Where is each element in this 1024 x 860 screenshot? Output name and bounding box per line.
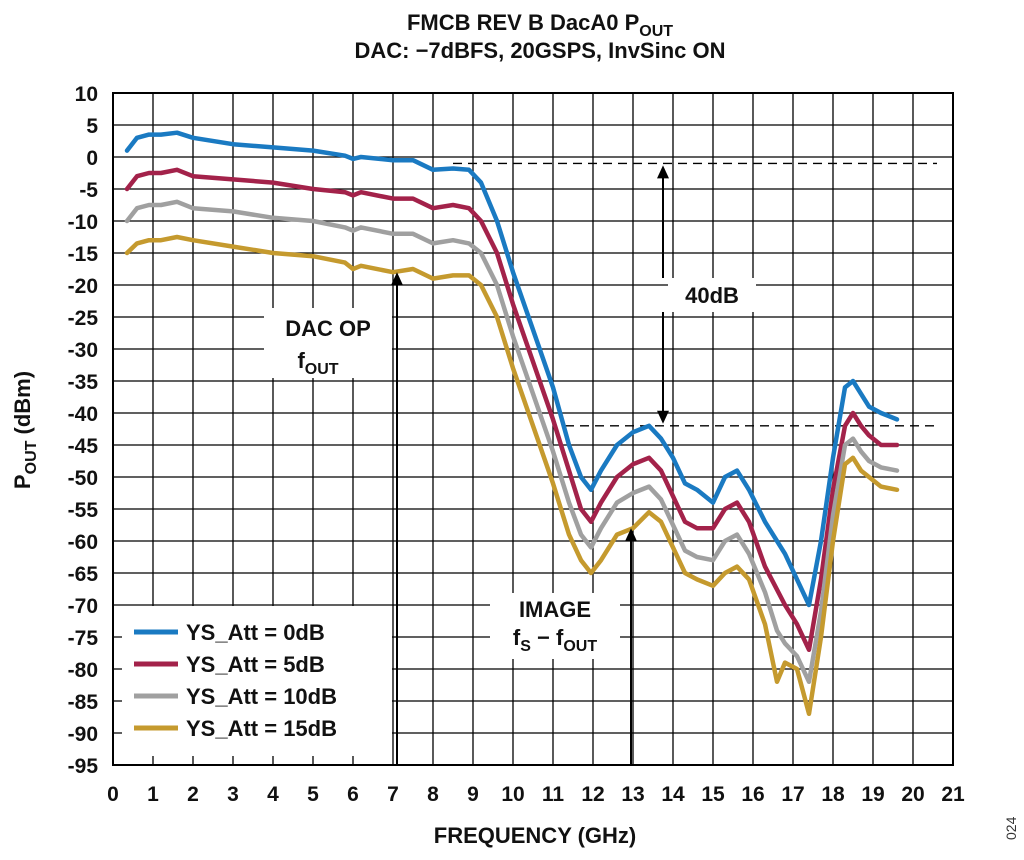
y-tick-label: -45	[68, 435, 99, 458]
x-tick-label: 14	[661, 783, 685, 806]
image-label-box	[490, 593, 620, 659]
y-tick-label: -65	[68, 563, 99, 586]
dac-op-fout-subscript: OUT	[305, 361, 339, 378]
series-line-0	[124, 130, 900, 608]
x-axis-label: FREQUENCY (GHz)	[434, 823, 637, 848]
image-arrow-head	[625, 528, 637, 542]
y-tick-label: 10	[75, 83, 98, 106]
annotation-arrows	[391, 165, 669, 765]
x-tick-label: 19	[861, 783, 884, 806]
x-tick-label: 10	[501, 783, 524, 806]
y-tick-label: -25	[68, 307, 99, 330]
legend-label-3: YS_Att = 15dB	[186, 716, 337, 741]
delta-arrow-head-bottom	[657, 410, 669, 424]
x-tick-label: 4	[267, 783, 279, 806]
y-tick-label: -70	[68, 595, 98, 618]
dac-op-label-box	[264, 308, 392, 378]
image-fs-subscript: S	[520, 638, 531, 655]
x-tick-label: 5	[307, 783, 319, 806]
x-tick-label: 20	[901, 783, 924, 806]
y-tick-label: -20	[68, 275, 98, 298]
y-axis-label-unit: (dBm)	[10, 371, 35, 441]
figure-number: 024	[1003, 816, 1019, 840]
x-tick-label: 1	[147, 783, 159, 806]
y-tick-label: -75	[68, 627, 99, 650]
y-tick-label: -35	[68, 371, 99, 394]
y-tick-label: -30	[68, 339, 98, 362]
chart-title: FMCB REV B DacA0 POUT	[407, 10, 673, 40]
x-tick-label: 18	[821, 783, 845, 806]
y-tick-labels: 10 5 0 -5 -10 -15 -20 -25 -30 -35 -40 -45 -50 -55 -60 -…	[68, 83, 99, 778]
x-tick-label: 15	[701, 783, 725, 806]
x-tick-label: 13	[621, 783, 644, 806]
y-axis-label: POUT (dBm)	[10, 371, 40, 489]
dac-op-label: DAC OP	[285, 316, 371, 341]
y-tick-label: 5	[86, 115, 98, 138]
legend-label-2: YS_Att = 10dB	[186, 684, 337, 709]
x-tick-label: 16	[741, 783, 764, 806]
series-line-1	[124, 167, 900, 653]
y-tick-label: -5	[79, 179, 98, 202]
y-tick-label: -90	[68, 723, 98, 746]
x-tick-label: 8	[427, 783, 439, 806]
delta-40db-label: 40dB	[685, 283, 739, 308]
x-tick-labels: 0 1 2 3 4 5 6 7 8 9 10 11 12 13 14 15 16 17 18 19 20 21	[107, 783, 965, 806]
y-tick-label: -10	[68, 211, 98, 234]
y-tick-label: -95	[68, 755, 99, 778]
y-tick-label: -55	[68, 499, 99, 522]
y-tick-label: -15	[68, 243, 99, 266]
chart-title-subscript: OUT	[639, 23, 673, 40]
y-tick-label: -40	[68, 403, 98, 426]
dac-op-arrow-head	[391, 272, 403, 286]
image-label: IMAGE	[519, 597, 591, 622]
x-tick-label: 0	[107, 783, 119, 806]
x-tick-label: 3	[227, 783, 239, 806]
reference-lines	[453, 162, 937, 427]
series-group	[124, 130, 900, 717]
y-tick-label: -85	[68, 691, 99, 714]
y-tick-label: -60	[68, 531, 98, 554]
x-tick-label: 21	[941, 783, 965, 806]
x-tick-label: 11	[542, 783, 565, 806]
y-tick-label: -50	[68, 467, 98, 490]
image-minus-f: − f	[531, 625, 564, 650]
series-line-3	[124, 234, 900, 717]
x-tick-label: 17	[781, 783, 804, 806]
x-tick-label: 6	[347, 783, 359, 806]
delta-label-box	[668, 278, 756, 312]
y-tick-label: -80	[68, 659, 98, 682]
x-tick-label: 9	[467, 783, 479, 806]
y-tick-label: 0	[86, 147, 98, 170]
series-line-2	[124, 199, 900, 685]
legend-label-1: YS_Att = 5dB	[186, 652, 325, 677]
image-formula-label: fS − fOUT	[513, 625, 597, 655]
chart-subtitle: DAC: −7dBFS, 20GSPS, InvSinc ON	[354, 38, 725, 63]
image-fout-subscript: OUT	[563, 638, 597, 655]
dac-op-fout-label: fOUT	[297, 348, 338, 378]
x-tick-label: 2	[187, 783, 199, 806]
y-axis-label-subscript: OUT	[23, 440, 40, 474]
legend: YS_Att = 0dB YS_Att = 5dB YS_Att = 10dB YS_…	[134, 620, 337, 741]
delta-arrow-head-top	[657, 165, 669, 179]
x-tick-label: 7	[387, 783, 399, 806]
legend-label-0: YS_Att = 0dB	[186, 620, 325, 645]
x-tick-label: 12	[581, 783, 604, 806]
plot-border	[112, 92, 954, 766]
